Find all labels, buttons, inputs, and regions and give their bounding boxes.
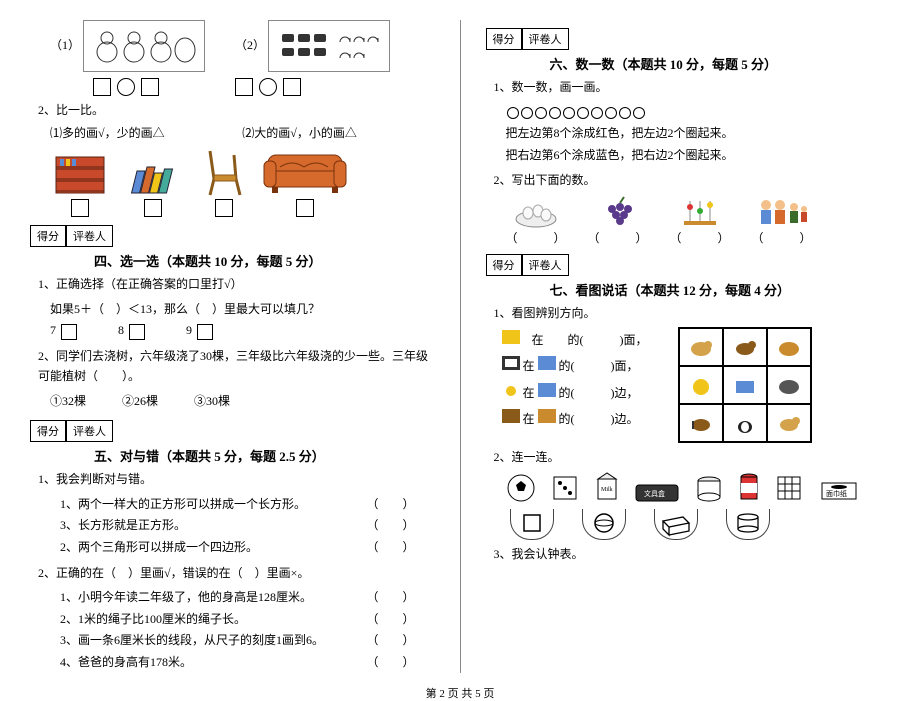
answer-circle[interactable] <box>259 78 277 96</box>
bowl-cuboid <box>654 509 698 540</box>
s6-q2: 2、写出下面的数。 <box>494 170 891 190</box>
tissue-box-icon: 面巾纸 <box>818 477 860 503</box>
q2-title: 2、比一比。 <box>38 100 435 120</box>
s5-l2: 3、长方形就是正方形。（ ） <box>60 515 435 537</box>
option-box[interactable] <box>61 324 77 340</box>
circles-row <box>506 101 891 123</box>
score-label: 得分 <box>486 254 522 276</box>
books-icon <box>118 151 188 199</box>
section-5-title: 五、对与错（本题共 5 分，每题 2.5 分） <box>94 446 435 465</box>
s6-l2: 把右边第6个涂成蓝色，把右边2个圈起来。 <box>506 145 891 167</box>
abacus-icon <box>676 195 724 229</box>
s7-q1: 1、看图辨别方向。 <box>494 303 891 323</box>
s5-q1: 1、我会判断对与错。 <box>38 469 435 489</box>
section-7-title: 七、看图说话（本题共 12 分，每题 4 分） <box>550 280 891 299</box>
s5-q2: 2、正确的在（ ）里画√，错误的在（ ）里画×。 <box>38 563 435 583</box>
s5-l3: 2、两个三角形可以拼成一个四边形。（ ） <box>60 537 435 559</box>
snowmen-image <box>83 20 205 72</box>
dir-row: 在 的( )面， <box>502 353 648 379</box>
animal-grid <box>678 327 812 443</box>
answer-box[interactable] <box>283 78 301 96</box>
chair-icon <box>196 145 252 199</box>
answer-box[interactable] <box>144 199 162 217</box>
s7-q2: 2、连一连。 <box>494 447 891 467</box>
dir-row: 在 的( )面， <box>502 327 648 353</box>
milk-box-icon: Milk <box>594 471 620 503</box>
dice-icon <box>550 473 580 503</box>
svg-text:面巾纸: 面巾纸 <box>826 489 847 498</box>
label-2: （2） <box>235 38 265 52</box>
rubik-icon <box>774 473 804 503</box>
answer-box[interactable] <box>215 199 233 217</box>
s5-m2: 2、1米的绳子比100厘米的绳子长。（ ） <box>60 609 435 631</box>
score-label: 得分 <box>486 28 522 50</box>
sofa-icon <box>260 145 350 199</box>
section-6-title: 六、数一数（本题共 10 分，每题 5 分） <box>550 54 891 73</box>
answer-box[interactable] <box>296 199 314 217</box>
option-box[interactable] <box>129 324 145 340</box>
answer-box[interactable] <box>71 199 89 217</box>
s7-q3: 3、我会认钟表。 <box>494 544 891 564</box>
bowl-cylinder <box>726 509 770 540</box>
family-icon <box>754 195 810 229</box>
q2-sub2: ⑵大的画√，小的画△ <box>242 124 434 141</box>
grader-label: 评卷人 <box>522 254 569 276</box>
s5-m3: 3、画一条6厘米长的线段，从尺子的刻度1画到6。（ ） <box>60 630 435 652</box>
answer-box[interactable] <box>141 78 159 96</box>
s6-l1: 把左边第8个涂成红色，把左边2个圈起来。 <box>506 123 891 145</box>
eggs-icon <box>512 195 560 229</box>
answer-box[interactable] <box>93 78 111 96</box>
s4-q2: 2、同学们去浇树，六年级浇了30棵，三年级比六年级浇的少一些。三年级可能植树（ … <box>38 346 435 387</box>
bowl-sphere <box>582 509 626 540</box>
s4-q2-opts: ①32棵 ②26棵 ③30棵 <box>50 391 435 413</box>
q2-sub1: ⑴多的画√，少的画△ <box>50 124 242 141</box>
section-4-title: 四、选一选（本题共 10 分，每题 5 分） <box>94 251 435 270</box>
option-box[interactable] <box>197 324 213 340</box>
grapes-icon <box>594 195 642 229</box>
page-footer: 第 2 页 共 5 页 <box>30 685 890 701</box>
score-label: 得分 <box>30 420 66 442</box>
grader-label: 评卷人 <box>66 420 113 442</box>
shelf-books-icon <box>50 151 110 199</box>
bowl-box <box>510 509 554 540</box>
grader-label: 评卷人 <box>522 28 569 50</box>
soccer-ball-icon <box>506 473 536 503</box>
objects-image <box>268 20 390 72</box>
svg-text:文具盒: 文具盒 <box>644 489 665 498</box>
dir-row: 在 的( )边。 <box>502 406 648 432</box>
can-icon <box>738 471 760 503</box>
score-label: 得分 <box>30 225 66 247</box>
s5-l1: 1、两个一样大的正方形可以拼成一个长方形。（ ） <box>60 494 435 516</box>
svg-text:Milk: Milk <box>601 487 613 493</box>
answer-box[interactable] <box>235 78 253 96</box>
s4-q1a: 1、正确选择（在正确答案的口里打√） <box>38 274 435 294</box>
answer-circle[interactable] <box>117 78 135 96</box>
grader-label: 评卷人 <box>66 225 113 247</box>
s4-q1b: 如果5＋（ ）＜13，那么（ ）里最大可以填几？ <box>50 299 435 321</box>
s6-q1: 1、数一数，画一画。 <box>494 77 891 97</box>
s5-m1: 1、小明今年读二年级了，他的身高是128厘米。（ ） <box>60 587 435 609</box>
jar-icon <box>694 473 724 503</box>
s4-options: 7 8 9 <box>50 320 435 342</box>
s5-m4: 4、爸爸的身高有178米。（ ） <box>60 652 435 674</box>
dir-row: 在 的( )边， <box>502 380 648 406</box>
label-1: （1） <box>50 38 80 52</box>
pencil-box-icon: 文具盒 <box>634 483 680 503</box>
